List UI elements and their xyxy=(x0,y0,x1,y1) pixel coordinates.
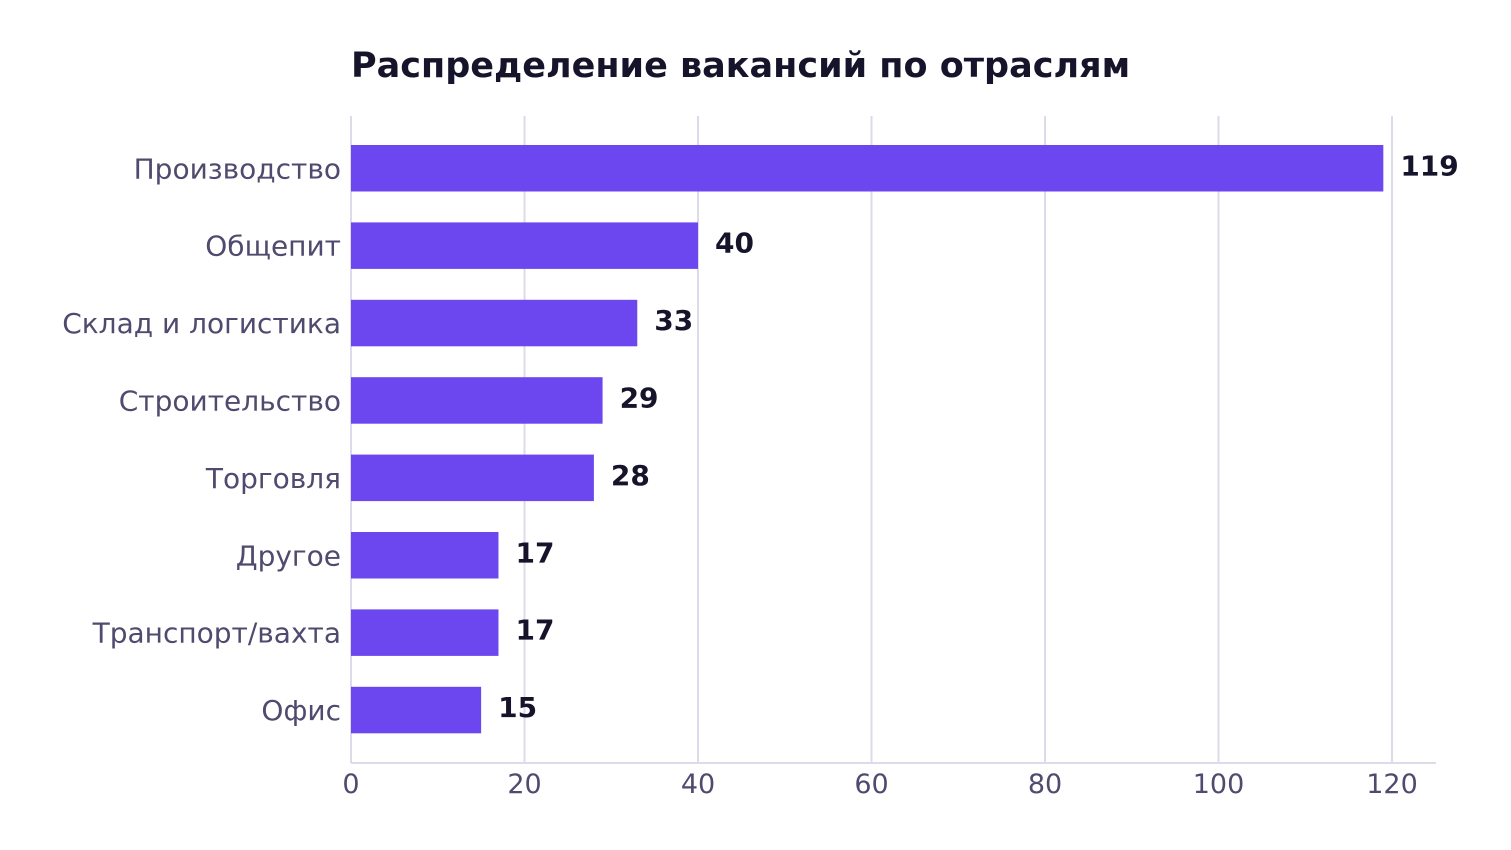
grid-lines xyxy=(350,116,1393,763)
bar xyxy=(351,454,594,502)
bar xyxy=(351,686,482,734)
x-tick-label: 120 xyxy=(1366,769,1418,800)
value-label: 119 xyxy=(1400,149,1458,182)
x-tick-label: 60 xyxy=(854,769,888,800)
value-label: 15 xyxy=(498,691,537,724)
category-label: Торговля xyxy=(205,462,341,495)
bar xyxy=(351,145,1384,192)
value-label: 29 xyxy=(620,381,659,414)
category-label: Общепит xyxy=(205,230,341,263)
value-labels: 119 40 33 29 28 17 17 15 xyxy=(498,149,1459,724)
value-label: 33 xyxy=(654,304,693,337)
category-labels: Производство Общепит Склад и логистика Стро… xyxy=(62,152,341,727)
bar xyxy=(351,377,603,424)
category-label: Транспорт/вахта xyxy=(92,617,341,650)
category-label: Строительство xyxy=(119,384,341,417)
chart-title: Распределение вакансий по отраслям xyxy=(351,46,1130,86)
category-label: Склад и логистика xyxy=(62,307,341,340)
value-label: 17 xyxy=(515,614,554,647)
x-tick-label: 20 xyxy=(507,769,541,800)
bar xyxy=(351,299,638,347)
x-axis: 0 20 40 60 80 100 120 xyxy=(342,762,1436,800)
x-tick-label: 0 xyxy=(342,769,359,800)
bars xyxy=(351,145,1384,734)
value-label: 40 xyxy=(715,227,754,260)
category-label: Офис xyxy=(261,694,341,727)
value-label: 28 xyxy=(611,459,650,492)
x-tick-label: 40 xyxy=(681,769,715,800)
category-label: Производство xyxy=(134,152,341,185)
bar xyxy=(351,609,499,656)
bar xyxy=(351,532,499,579)
bar xyxy=(351,222,698,269)
category-label: Другое xyxy=(236,539,341,572)
x-tick-label: 100 xyxy=(1193,769,1245,800)
x-tick-label: 80 xyxy=(1028,769,1062,800)
value-label: 17 xyxy=(515,536,554,569)
